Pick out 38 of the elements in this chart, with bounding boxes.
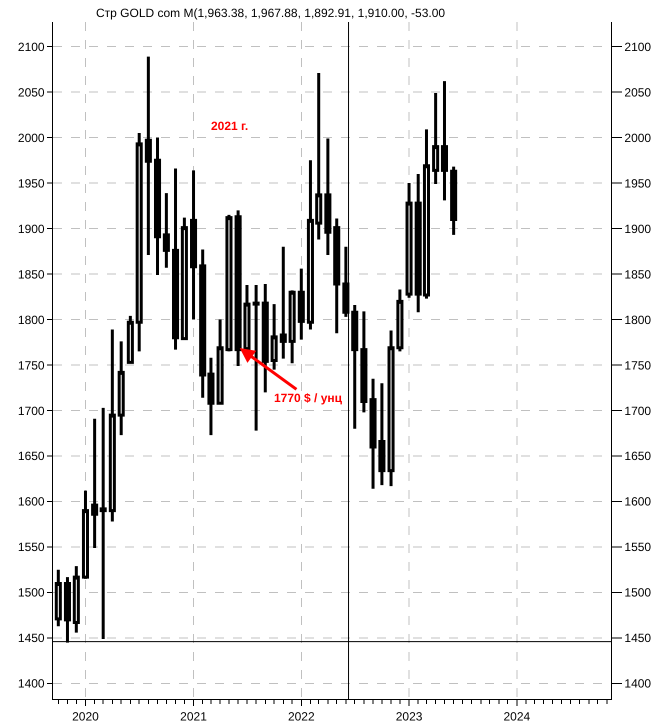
y2-tick-label: 2100 [624, 40, 652, 54]
y2-tick-label: 1950 [624, 176, 652, 190]
y2-tick-label: 2000 [624, 130, 652, 145]
y2-tick-label: 1450 [624, 631, 652, 646]
x-tick-label: 2020 [72, 709, 100, 724]
chart-title: Стр GOLD com M(1,963.38, 1,967.88, 1,892.91, 1,910.00, -53.00 [96, 6, 446, 20]
y-tick-label: 2000 [18, 130, 45, 145]
y-tick-label: 1800 [18, 312, 45, 327]
y-tick-label: 1400 [18, 676, 45, 691]
y2-tick-label: 1550 [624, 540, 652, 554]
y-tick-label: 2050 [18, 85, 45, 100]
y2-tick-label: 1900 [624, 222, 652, 236]
y-tick-label: 1750 [18, 358, 45, 372]
y-tick-label: 1550 [18, 540, 45, 554]
y-tick-label: 1700 [18, 404, 45, 418]
y2-tick-label: 1600 [624, 494, 652, 509]
x-tick-label: 2024 [503, 709, 530, 724]
y2-tick-label: 1750 [624, 358, 652, 372]
y-tick-label: 1850 [18, 267, 45, 282]
x-tick-label: 2023 [396, 709, 423, 724]
y-tick-label: 1500 [18, 586, 45, 600]
y-tick-label: 2100 [18, 40, 45, 54]
x-tick-label: 2022 [288, 709, 315, 724]
y2-tick-label: 1850 [624, 267, 652, 282]
y2-tick-label: 1700 [624, 404, 652, 418]
y2-tick-label: 1400 [624, 676, 652, 691]
y2-tick-label: 2050 [624, 85, 652, 100]
y-tick-label: 1600 [18, 494, 45, 509]
y2-tick-label: 1500 [624, 586, 652, 600]
annotation: 1770 $ / унц [274, 391, 343, 405]
y2-tick-label: 1800 [624, 312, 652, 327]
y-tick-label: 1450 [18, 631, 45, 646]
y-tick-label: 1900 [18, 222, 45, 236]
annotation: 2021 г. [211, 119, 248, 133]
x-tick-label: 2021 [180, 709, 208, 724]
y-tick-label: 1950 [18, 176, 45, 190]
y-tick-label: 1650 [18, 449, 45, 464]
y2-tick-label: 1650 [624, 449, 652, 464]
